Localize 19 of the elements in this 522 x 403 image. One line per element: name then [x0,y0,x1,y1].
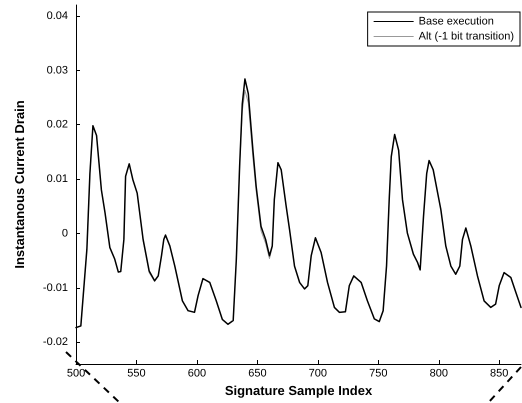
x-tick-label: 600 [188,368,206,380]
legend-label: Alt (-1 bit transition) [418,30,514,42]
y-tick-label: 0.02 [46,118,68,131]
x-tick-label: 800 [430,368,448,380]
x-tick-label: 700 [308,368,328,380]
x-tick-label: 500 [66,368,86,380]
y-tick-label: -0.02 [42,336,68,348]
y-tick-label: 0.04 [46,10,68,22]
y-tick-label: 0 [62,227,68,240]
x-tick-label: 650 [248,368,267,380]
y-tick-label: 0.01 [46,173,68,186]
x-tick-label: 750 [369,368,388,380]
y-tick-label: -0.01 [42,282,68,294]
x-tick-label: 850 [490,368,508,380]
x-tick-label: 550 [127,368,146,380]
legend-label: Base execution [418,16,494,28]
y-axis-title: Instantanous Current Drain [12,100,27,269]
y-tick-label: 0.03 [46,64,68,76]
x-axis-title: Signature Sample Index [224,383,373,398]
